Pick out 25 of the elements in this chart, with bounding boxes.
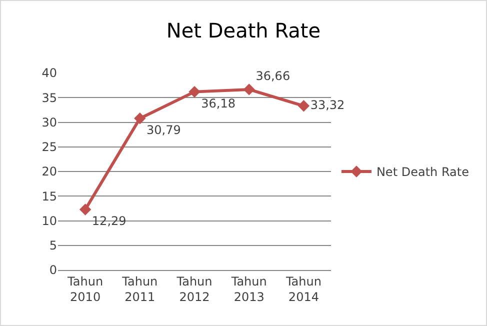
chart-title: Net Death Rate [166, 18, 321, 43]
y-tick-label: 0 [49, 263, 57, 278]
data-label: 30,79 [146, 122, 181, 137]
x-tick-label: Tahun 2014 [284, 274, 322, 304]
point [188, 86, 200, 98]
data-label: 36,18 [201, 96, 236, 110]
y-tick-label: 40 [42, 66, 57, 80]
point [243, 84, 255, 96]
y-tick-label: 5 [49, 238, 57, 253]
y-tick-label: 20 [42, 164, 57, 179]
data-label: 33,32 [310, 98, 345, 112]
x-tick-label: Tahun 2010 [66, 274, 104, 304]
point [79, 204, 92, 216]
x-tick-label: Tahun 2011 [121, 274, 158, 304]
y-tick-label: 15 [42, 189, 57, 204]
y-tick-label: 30 [42, 115, 57, 130]
x-tick-label: Tahun 2012 [176, 274, 212, 304]
data-label: 36,66 [256, 68, 290, 83]
y-tick-label: 10 [42, 214, 57, 228]
y-tick-label: 35 [42, 90, 57, 105]
x-tick-label: Tahun 2013 [230, 274, 267, 304]
y-tick-label: 25 [42, 140, 57, 154]
legend-label: Net Death Rate [376, 165, 469, 180]
point [134, 112, 146, 124]
point [298, 100, 310, 112]
